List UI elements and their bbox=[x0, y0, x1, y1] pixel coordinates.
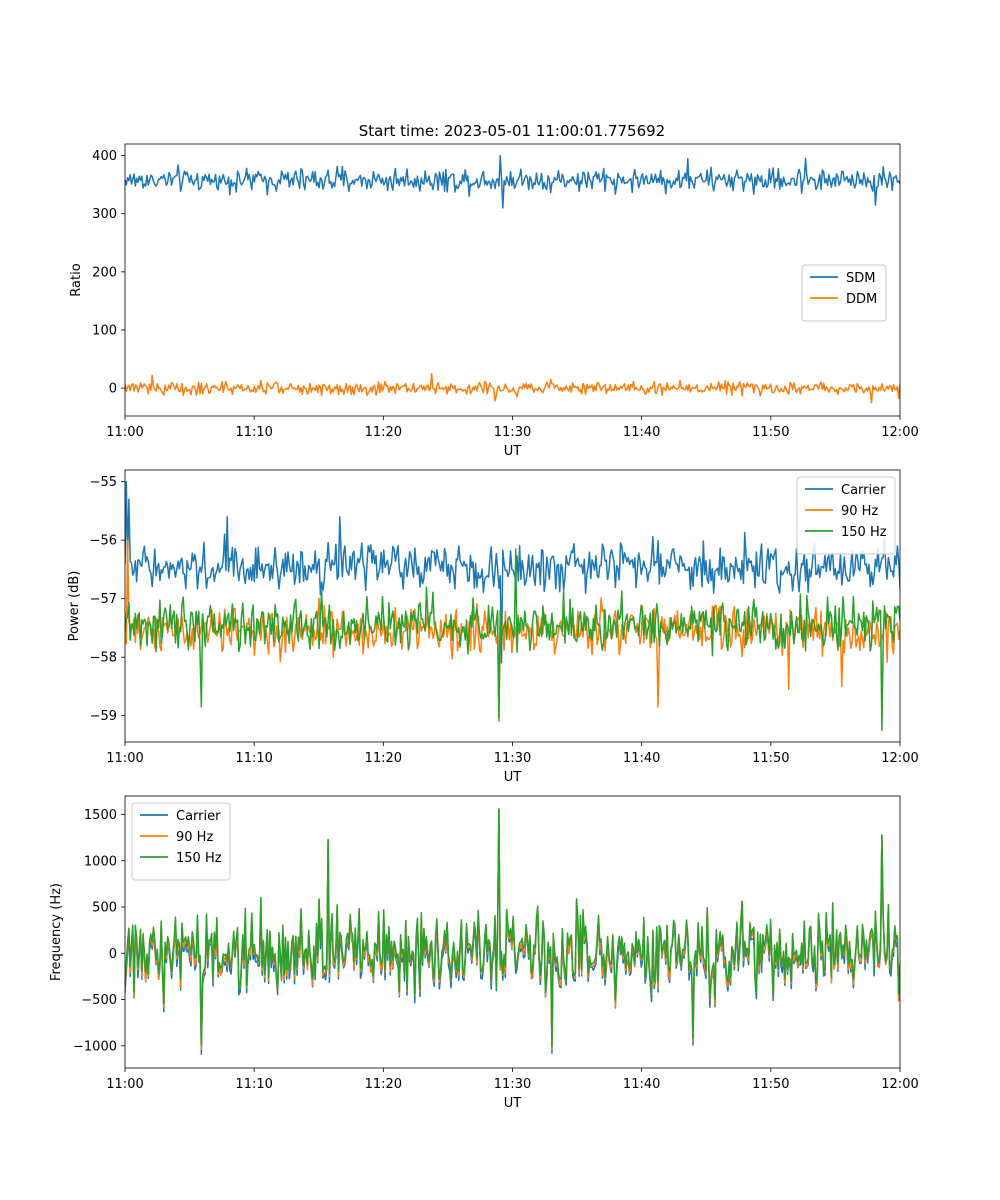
x-tick-label: 11:30 bbox=[494, 425, 531, 440]
x-tick-label: 12:00 bbox=[881, 751, 918, 766]
x-tick-label: 11:50 bbox=[752, 751, 789, 766]
x-tick-label: 11:40 bbox=[623, 425, 660, 440]
series-line-150-hz bbox=[125, 808, 900, 1047]
legend-label: 90 Hz bbox=[841, 504, 878, 519]
legend-label: 150 Hz bbox=[841, 525, 887, 540]
x-axis-label: UT bbox=[504, 444, 522, 459]
legend-box bbox=[796, 476, 896, 555]
series-line-carrier bbox=[125, 480, 900, 664]
x-tick-label: 12:00 bbox=[881, 425, 918, 440]
x-tick-label: 11:00 bbox=[106, 751, 143, 766]
y-tick-label: 1500 bbox=[84, 808, 117, 823]
y-tick-label: −55 bbox=[90, 475, 117, 490]
y-tick-label: 500 bbox=[92, 901, 117, 916]
subplot-1: 11:00 11:10 11:20 11:30 11:40 11:50 12:00 UT 0 10… bbox=[69, 143, 919, 459]
x-tick-label: 11:50 bbox=[752, 1077, 789, 1092]
x-axis-label: UT bbox=[504, 1096, 522, 1111]
y-axis-label: Power (dB) bbox=[67, 571, 82, 642]
legend-label: 150 Hz bbox=[176, 851, 222, 866]
axes-frame bbox=[124, 469, 901, 743]
x-tick-label: 12:00 bbox=[881, 1077, 918, 1092]
y-tick-label: 400 bbox=[92, 149, 117, 164]
legend-box bbox=[801, 264, 887, 322]
y-tick-label: 100 bbox=[92, 323, 117, 338]
legend: SDM DDM bbox=[801, 264, 887, 322]
legend-label: Carrier bbox=[841, 483, 886, 498]
y-tick-label: 300 bbox=[92, 207, 117, 222]
legend-label: SDM bbox=[846, 271, 875, 286]
y-tick-label: −58 bbox=[90, 651, 117, 666]
y-tick-label: −59 bbox=[90, 709, 117, 724]
legend-box bbox=[131, 802, 231, 881]
x-tick-label: 11:00 bbox=[106, 1077, 143, 1092]
y-axis-label: Frequency (Hz) bbox=[49, 883, 64, 981]
x-tick-label: 11:10 bbox=[235, 751, 272, 766]
y-tick-label: −56 bbox=[90, 534, 117, 549]
series-line-150-hz bbox=[125, 548, 900, 732]
x-axis-label: UT bbox=[504, 770, 522, 785]
series-line-ddm bbox=[125, 372, 900, 404]
x-tick-label: 11:20 bbox=[365, 751, 402, 766]
y-axis-label: Ratio bbox=[69, 263, 84, 296]
x-tick-label: 11:50 bbox=[752, 425, 789, 440]
x-tick-label: 11:10 bbox=[235, 425, 272, 440]
legend-label: Carrier bbox=[176, 809, 221, 824]
y-tick-label: −57 bbox=[90, 592, 117, 607]
y-tick-label: −500 bbox=[81, 993, 117, 1008]
x-tick-label: 11:30 bbox=[494, 751, 531, 766]
x-tick-label: 11:20 bbox=[365, 425, 402, 440]
y-tick-label: −1000 bbox=[73, 1039, 117, 1054]
y-tick-label: 200 bbox=[92, 265, 117, 280]
x-tick-label: 11:10 bbox=[235, 1077, 272, 1092]
y-tick-label: 0 bbox=[109, 947, 117, 962]
legend-label: 90 Hz bbox=[176, 830, 213, 845]
y-tick-label: 0 bbox=[109, 382, 117, 397]
y-tick-label: 1000 bbox=[84, 854, 117, 869]
legend: Carrier 90 Hz 150 Hz bbox=[131, 802, 231, 881]
chart-title: Start time: 2023-05-01 11:00:01.775692 bbox=[359, 122, 665, 140]
x-tick-label: 11:20 bbox=[365, 1077, 402, 1092]
series-line-90-hz bbox=[125, 539, 900, 723]
subplot-2: 11:00 11:10 11:20 11:30 11:40 11:50 12:00 UT −59… bbox=[67, 469, 919, 785]
x-tick-label: 11:30 bbox=[494, 1077, 531, 1092]
x-tick-label: 11:00 bbox=[106, 425, 143, 440]
legend-label: DDM bbox=[846, 292, 877, 307]
series-line-sdm bbox=[125, 154, 900, 209]
legend: Carrier 90 Hz 150 Hz bbox=[796, 476, 896, 555]
subplot-3: 11:00 11:10 11:20 11:30 11:40 11:50 12:00 UT −10… bbox=[49, 795, 919, 1111]
x-tick-label: 11:40 bbox=[623, 751, 660, 766]
x-tick-label: 11:40 bbox=[623, 1077, 660, 1092]
